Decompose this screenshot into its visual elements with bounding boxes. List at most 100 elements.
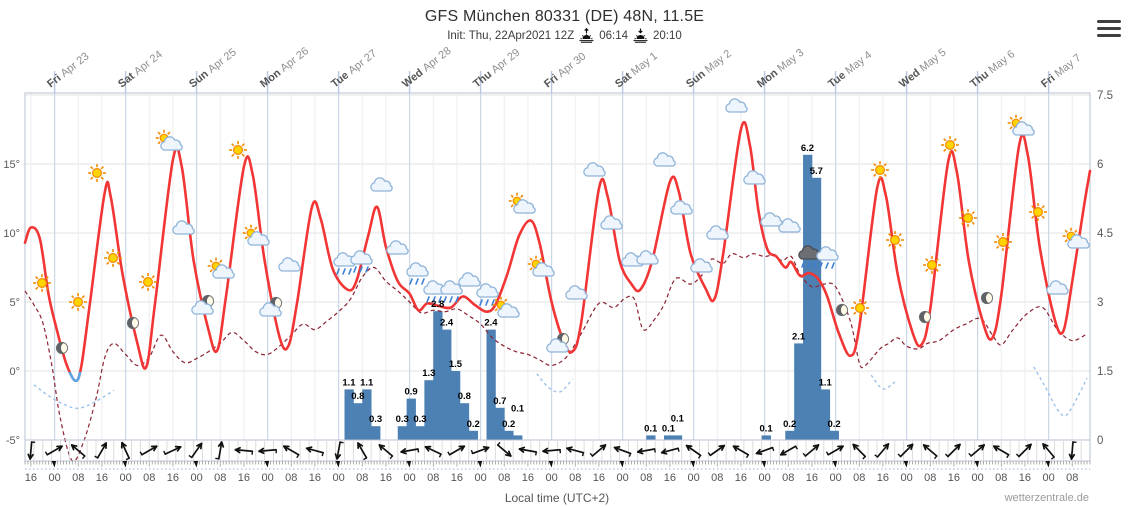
day-label: Sat Apr 24 (116, 49, 165, 91)
right-axis-tick: 4.5 (1097, 228, 1113, 240)
precip-value-label: 6.2 (801, 143, 814, 154)
precip-bar (468, 430, 479, 440)
precip-value-label: 1.1 (819, 377, 833, 388)
precip-value-label: 2.1 (792, 331, 806, 342)
cloud-icon (458, 272, 481, 287)
precip-value-label: 0.1 (662, 423, 676, 434)
page-title: GFS München 80331 (DE) 48N, 11.5E (424, 8, 705, 25)
wind-arrow (852, 443, 867, 460)
moon-icon (126, 316, 140, 330)
day-label: Wed May 5 (897, 46, 949, 90)
day-label: Thu May 6 (968, 48, 1017, 90)
sun-cloud-icon (527, 255, 555, 277)
precip-value-label: 5.7 (810, 166, 823, 177)
cloud-icon (370, 177, 393, 192)
right-axis-tick: 1.5 (1097, 366, 1113, 378)
time-label: 08 (782, 472, 794, 484)
precip-value-label: 1.1 (360, 377, 374, 388)
time-label: 00 (1042, 472, 1054, 484)
wind-arrow (188, 442, 203, 459)
precip-bar (803, 154, 813, 441)
time-label: 08 (214, 472, 226, 484)
wind-arrow (802, 444, 820, 457)
precip-bar (433, 311, 443, 440)
precip-bar (495, 407, 505, 440)
wind-arrow (874, 443, 890, 458)
wind-arrow (334, 441, 344, 460)
cloud-icon (653, 152, 676, 167)
time-label: 16 (167, 472, 179, 484)
precip-bar (406, 398, 416, 440)
cloud-icon (725, 98, 748, 113)
rain-icon (423, 280, 446, 303)
time-label: 16 (593, 472, 605, 484)
precip-bar (794, 343, 804, 440)
time-label: 16 (451, 472, 463, 484)
wind-arrow (660, 447, 680, 455)
precip-value-label: 0.9 (404, 387, 417, 398)
sun-cloud-icon (155, 129, 183, 151)
sunset-time: 20:10 (653, 29, 682, 42)
time-label: 16 (806, 472, 818, 484)
time-label: 16 (664, 472, 676, 484)
wind-arrow (400, 448, 420, 455)
precip-bar (504, 430, 514, 440)
sun-icon (1029, 203, 1047, 221)
cloud-icon (386, 240, 409, 255)
precip-bar (344, 389, 354, 440)
precip-bar (672, 435, 683, 440)
sun-icon (69, 293, 87, 311)
time-label: 00 (403, 472, 415, 484)
hamburger-menu-icon[interactable] (1097, 20, 1121, 40)
cloud-icon (778, 218, 801, 233)
cloud-icon (172, 220, 195, 235)
precip-value-label: 0.1 (511, 403, 525, 414)
time-label: 00 (758, 472, 770, 484)
day-marker (548, 461, 554, 468)
precip-bar (486, 329, 496, 440)
day-label: Sun Apr 25 (187, 46, 239, 90)
day-label: Sat May 1 (613, 50, 660, 90)
time-label: 00 (190, 472, 202, 484)
wind-arrow (685, 444, 702, 459)
chart-header: GFS München 80331 (DE) 48N, 11.5E Init: … (0, 8, 1129, 43)
time-label: 08 (1066, 472, 1078, 484)
cloud-icon (1046, 280, 1069, 295)
wind-arrow (120, 441, 131, 461)
time-label: 00 (971, 472, 983, 484)
day-marker (832, 461, 838, 468)
cloud-icon (583, 162, 606, 177)
day-label: Wed Apr 28 (400, 45, 453, 90)
wind-arrow (357, 442, 368, 461)
right-axis-tick: 7.5 (1097, 90, 1113, 102)
sun-icon (871, 161, 889, 179)
precip-bar (415, 426, 425, 440)
precip-bar (664, 435, 674, 440)
time-label: 16 (735, 472, 747, 484)
wind-arrow (518, 446, 538, 456)
temperature-line (23, 120, 1092, 383)
wind-arrow (215, 441, 225, 460)
chart-subtitle: Init: Thu, 22Apr2021 12Z 06:14 20:10 (0, 28, 1129, 43)
precip-value-label: 2.4 (484, 318, 498, 329)
moon-icon (918, 310, 932, 324)
precip-bar (424, 380, 434, 440)
wind-arrow (1042, 443, 1055, 460)
rain-icon (406, 262, 429, 285)
time-label: 16 (948, 472, 960, 484)
day-marker (335, 461, 341, 468)
watermark: wetterzentrale.de (1004, 492, 1089, 504)
precip-bar (811, 177, 822, 441)
time-label: 00 (545, 472, 557, 484)
sun-icon (923, 256, 941, 274)
left-axis-tick: 15° (3, 159, 20, 171)
day-marker (264, 461, 270, 468)
precip-bar (451, 371, 461, 440)
day-label: Mon May 3 (755, 47, 806, 91)
rain-icon (476, 283, 499, 306)
precip-bar (353, 403, 363, 440)
wind-arrow (470, 446, 490, 455)
wind-arrow (707, 444, 726, 457)
wind-arrow (378, 444, 394, 460)
